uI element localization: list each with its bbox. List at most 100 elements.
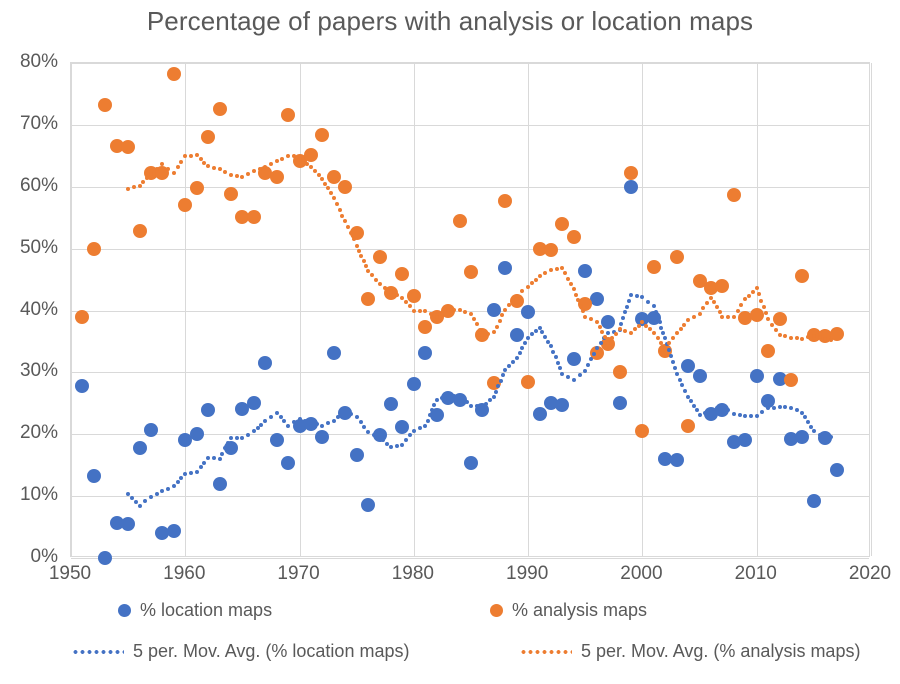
trendline-dot-loc (297, 416, 302, 421)
trendline-dot-loc (217, 457, 222, 461)
trendline-dot-ana (529, 281, 534, 286)
trendline-dot-loc (251, 429, 256, 434)
trendline-dot-ana (659, 340, 664, 345)
trendline-dot-loc (629, 293, 633, 298)
data-point-loc (155, 525, 170, 540)
legend-item-1[interactable]: % location maps (118, 600, 272, 621)
trendline-dot-loc (457, 393, 462, 398)
trendline-dot-ana (429, 312, 433, 317)
trendline-dot-loc (754, 413, 759, 418)
trendline-dot-loc (240, 435, 245, 440)
data-point-ana (269, 169, 284, 184)
trendline-dot-loc (484, 401, 489, 406)
trendline-dot-ana (648, 327, 653, 332)
trendline-dot-ana (497, 319, 502, 324)
data-point-ana (201, 130, 216, 145)
trendline-dot-ana (606, 340, 611, 345)
data-point-ana (189, 180, 204, 195)
trendline-dot-loc (320, 423, 325, 428)
trendline-dot-loc (335, 415, 340, 420)
trendline-dot-ana (223, 169, 228, 174)
trendline-dot-ana (773, 327, 778, 332)
data-point-loc (761, 394, 776, 409)
legend-item-2[interactable]: % analysis maps (490, 600, 647, 621)
trendline-dot-ana (480, 333, 485, 338)
trendline-dot-loc (411, 428, 416, 433)
data-point-loc (566, 352, 581, 367)
data-point-ana (155, 165, 170, 180)
chart-title: Percentage of papers with analysis or lo… (146, 6, 754, 36)
trendline-dot-ana (578, 303, 583, 308)
trendline-dot-ana (198, 156, 203, 161)
trendline-dot-ana (597, 324, 602, 329)
trendline-dot-ana (343, 219, 348, 224)
trendline-dot-ana (674, 331, 679, 336)
trendline-dot-ana (629, 331, 633, 336)
trendline-dot-ana (632, 327, 637, 332)
trendline-dot-loc (189, 471, 193, 476)
data-point-loc (692, 369, 707, 384)
data-point-loc (166, 524, 181, 539)
trendline-dot-ana (759, 298, 764, 303)
legend-item-4[interactable]: 5 per. Mov. Avg. (% analysis maps) (520, 641, 860, 662)
trendline-dot-loc (263, 419, 268, 424)
trendline-dot-ana (471, 317, 476, 321)
data-point-ana (692, 273, 707, 288)
data-point-loc (829, 463, 844, 478)
trendline-dot-ana (160, 162, 165, 167)
data-point-loc (635, 312, 650, 327)
trendline-dot-ana (408, 304, 413, 309)
data-point-ana (544, 243, 558, 258)
trendline-dot-loc (381, 438, 386, 443)
trendline-dot-loc (223, 446, 228, 451)
y-axis-tick-label: 10% (19, 484, 58, 506)
data-point-loc (292, 418, 307, 433)
data-point-ana (818, 329, 833, 344)
data-point-loc (361, 497, 376, 512)
trendline-dot-loc (670, 360, 675, 365)
data-point-ana (761, 344, 776, 359)
trendline-dot-ana (274, 159, 279, 164)
trendline-dot-loc (589, 357, 593, 362)
trendline-dot-ana (251, 169, 256, 174)
trendline-dot-ana (131, 185, 136, 190)
trendline-dot-ana (194, 153, 199, 158)
trendline-dot-loc (430, 408, 435, 413)
trendline-dot-ana (359, 253, 364, 258)
trendline-dot-loc (533, 329, 538, 334)
data-point-ana (235, 210, 250, 225)
data-point-loc (578, 263, 593, 278)
data-point-loc (212, 476, 227, 491)
trendline-dot-loc (166, 486, 171, 491)
data-point-ana (349, 226, 364, 241)
legend-dot-icon (490, 604, 503, 617)
data-point-loc (544, 395, 558, 410)
data-point-ana (669, 250, 684, 265)
trendline-dot-ana (474, 322, 479, 327)
trendline-dot-loc (646, 299, 651, 304)
trendline-dot-ana (754, 286, 759, 291)
trendline-dot-loc (560, 371, 565, 376)
trendline-dot-ana (651, 331, 656, 336)
data-point-ana (132, 223, 147, 238)
trendline-dot-loc (577, 373, 582, 378)
y-axis-tick-label: 70% (19, 112, 58, 134)
legend-item-3[interactable]: 5 per. Mov. Avg. (% location maps) (72, 641, 409, 662)
data-point-ana (121, 139, 136, 154)
legend-item-label: % analysis maps (512, 600, 648, 620)
legend-item-label: 5 per. Mov. Avg. (% location maps) (133, 641, 410, 661)
plot-area (70, 62, 872, 565)
trendline-dot-loc (683, 388, 688, 393)
gridline-horizontal (71, 434, 869, 436)
data-point-ana (589, 345, 604, 360)
trendline-dot-loc (809, 424, 813, 429)
trendline-dot-loc (202, 460, 207, 465)
trendline-dot-loc (694, 408, 699, 413)
trendline-dot-ana (309, 164, 313, 169)
trendline-dot-loc (811, 429, 816, 434)
trendline-dot-loc (143, 499, 148, 504)
trendline-dot-loc (491, 395, 496, 400)
trendline-dot-loc (446, 393, 451, 398)
trendline-dot-loc (655, 314, 660, 319)
trendline-dot-loc (737, 413, 742, 418)
